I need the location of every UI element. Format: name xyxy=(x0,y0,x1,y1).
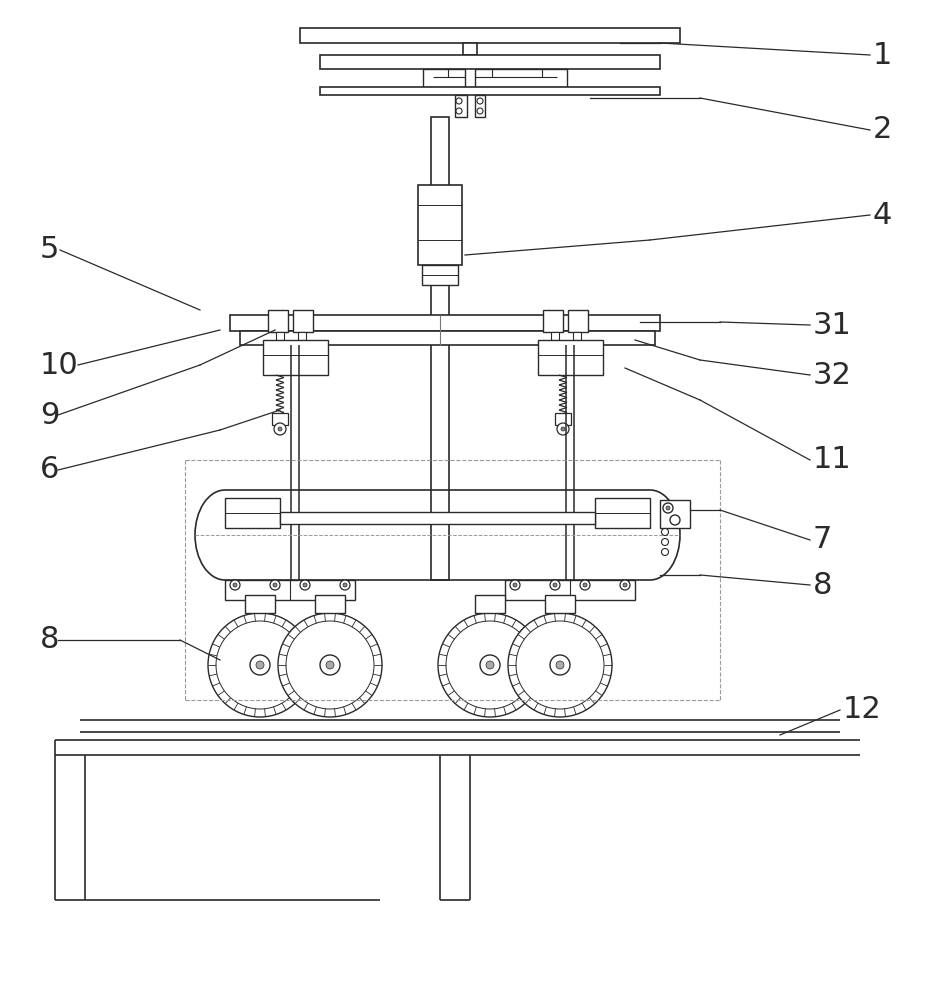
Circle shape xyxy=(446,621,534,709)
Bar xyxy=(660,500,690,528)
Text: 7: 7 xyxy=(813,526,832,554)
Bar xyxy=(475,95,485,117)
Bar xyxy=(568,310,588,332)
Text: 2: 2 xyxy=(873,115,892,144)
Text: 10: 10 xyxy=(40,351,79,379)
Bar xyxy=(298,332,306,340)
Circle shape xyxy=(666,506,670,510)
Circle shape xyxy=(662,528,668,536)
Circle shape xyxy=(477,98,483,104)
Circle shape xyxy=(480,655,500,675)
Bar xyxy=(543,310,563,332)
Text: 8: 8 xyxy=(813,570,832,599)
Circle shape xyxy=(456,108,462,114)
Circle shape xyxy=(233,583,237,587)
Polygon shape xyxy=(475,69,567,87)
Circle shape xyxy=(230,580,240,590)
Circle shape xyxy=(508,613,612,717)
Bar xyxy=(276,332,284,340)
Circle shape xyxy=(662,538,668,546)
Bar xyxy=(320,55,660,69)
Bar xyxy=(300,28,680,43)
Bar xyxy=(455,95,467,117)
Text: 8: 8 xyxy=(40,626,60,654)
Bar xyxy=(595,498,650,528)
Circle shape xyxy=(438,613,542,717)
Bar xyxy=(538,340,603,375)
Circle shape xyxy=(550,580,560,590)
Circle shape xyxy=(623,583,627,587)
Text: 5: 5 xyxy=(40,235,60,264)
Bar xyxy=(230,315,660,331)
Polygon shape xyxy=(423,69,465,87)
Text: 6: 6 xyxy=(40,456,60,485)
Circle shape xyxy=(300,580,310,590)
Text: 1: 1 xyxy=(873,40,892,70)
Circle shape xyxy=(556,661,564,669)
Circle shape xyxy=(278,613,382,717)
Circle shape xyxy=(286,621,374,709)
Circle shape xyxy=(670,515,680,525)
Circle shape xyxy=(510,580,520,590)
Circle shape xyxy=(580,580,590,590)
Bar xyxy=(551,332,559,340)
Circle shape xyxy=(553,583,557,587)
Text: 31: 31 xyxy=(813,310,852,340)
Circle shape xyxy=(216,621,304,709)
Circle shape xyxy=(340,580,350,590)
Bar xyxy=(545,595,575,613)
Circle shape xyxy=(663,503,673,513)
Bar xyxy=(431,117,449,580)
Bar xyxy=(505,580,635,600)
Text: 4: 4 xyxy=(873,200,892,230)
Bar xyxy=(272,413,288,425)
Bar xyxy=(463,43,477,55)
Text: 9: 9 xyxy=(40,400,60,430)
Circle shape xyxy=(456,98,462,104)
Circle shape xyxy=(561,427,565,431)
Circle shape xyxy=(270,580,280,590)
Circle shape xyxy=(278,427,282,431)
Bar xyxy=(225,580,355,600)
Bar xyxy=(475,595,505,613)
Circle shape xyxy=(208,613,312,717)
Bar xyxy=(245,595,275,613)
Circle shape xyxy=(477,108,483,114)
Circle shape xyxy=(343,583,347,587)
Circle shape xyxy=(550,655,570,675)
Bar xyxy=(268,310,288,332)
Circle shape xyxy=(250,655,270,675)
Bar xyxy=(418,185,462,265)
Circle shape xyxy=(274,423,286,435)
Circle shape xyxy=(273,583,277,587)
Bar xyxy=(293,310,313,332)
Text: 32: 32 xyxy=(813,360,852,389)
Circle shape xyxy=(320,655,340,675)
Circle shape xyxy=(620,580,630,590)
Bar xyxy=(240,331,655,345)
Bar xyxy=(422,265,458,285)
Circle shape xyxy=(662,548,668,556)
Text: 12: 12 xyxy=(843,696,882,724)
Bar xyxy=(315,595,345,613)
Circle shape xyxy=(557,423,569,435)
Circle shape xyxy=(326,661,334,669)
Circle shape xyxy=(513,583,517,587)
Circle shape xyxy=(583,583,587,587)
Circle shape xyxy=(486,661,494,669)
Bar xyxy=(573,332,581,340)
Bar xyxy=(225,498,280,528)
Bar xyxy=(263,340,328,375)
Bar xyxy=(280,512,595,524)
Circle shape xyxy=(303,583,307,587)
Text: 11: 11 xyxy=(813,446,851,475)
Bar xyxy=(555,413,571,425)
Bar xyxy=(320,87,660,95)
Circle shape xyxy=(516,621,604,709)
Circle shape xyxy=(256,661,264,669)
